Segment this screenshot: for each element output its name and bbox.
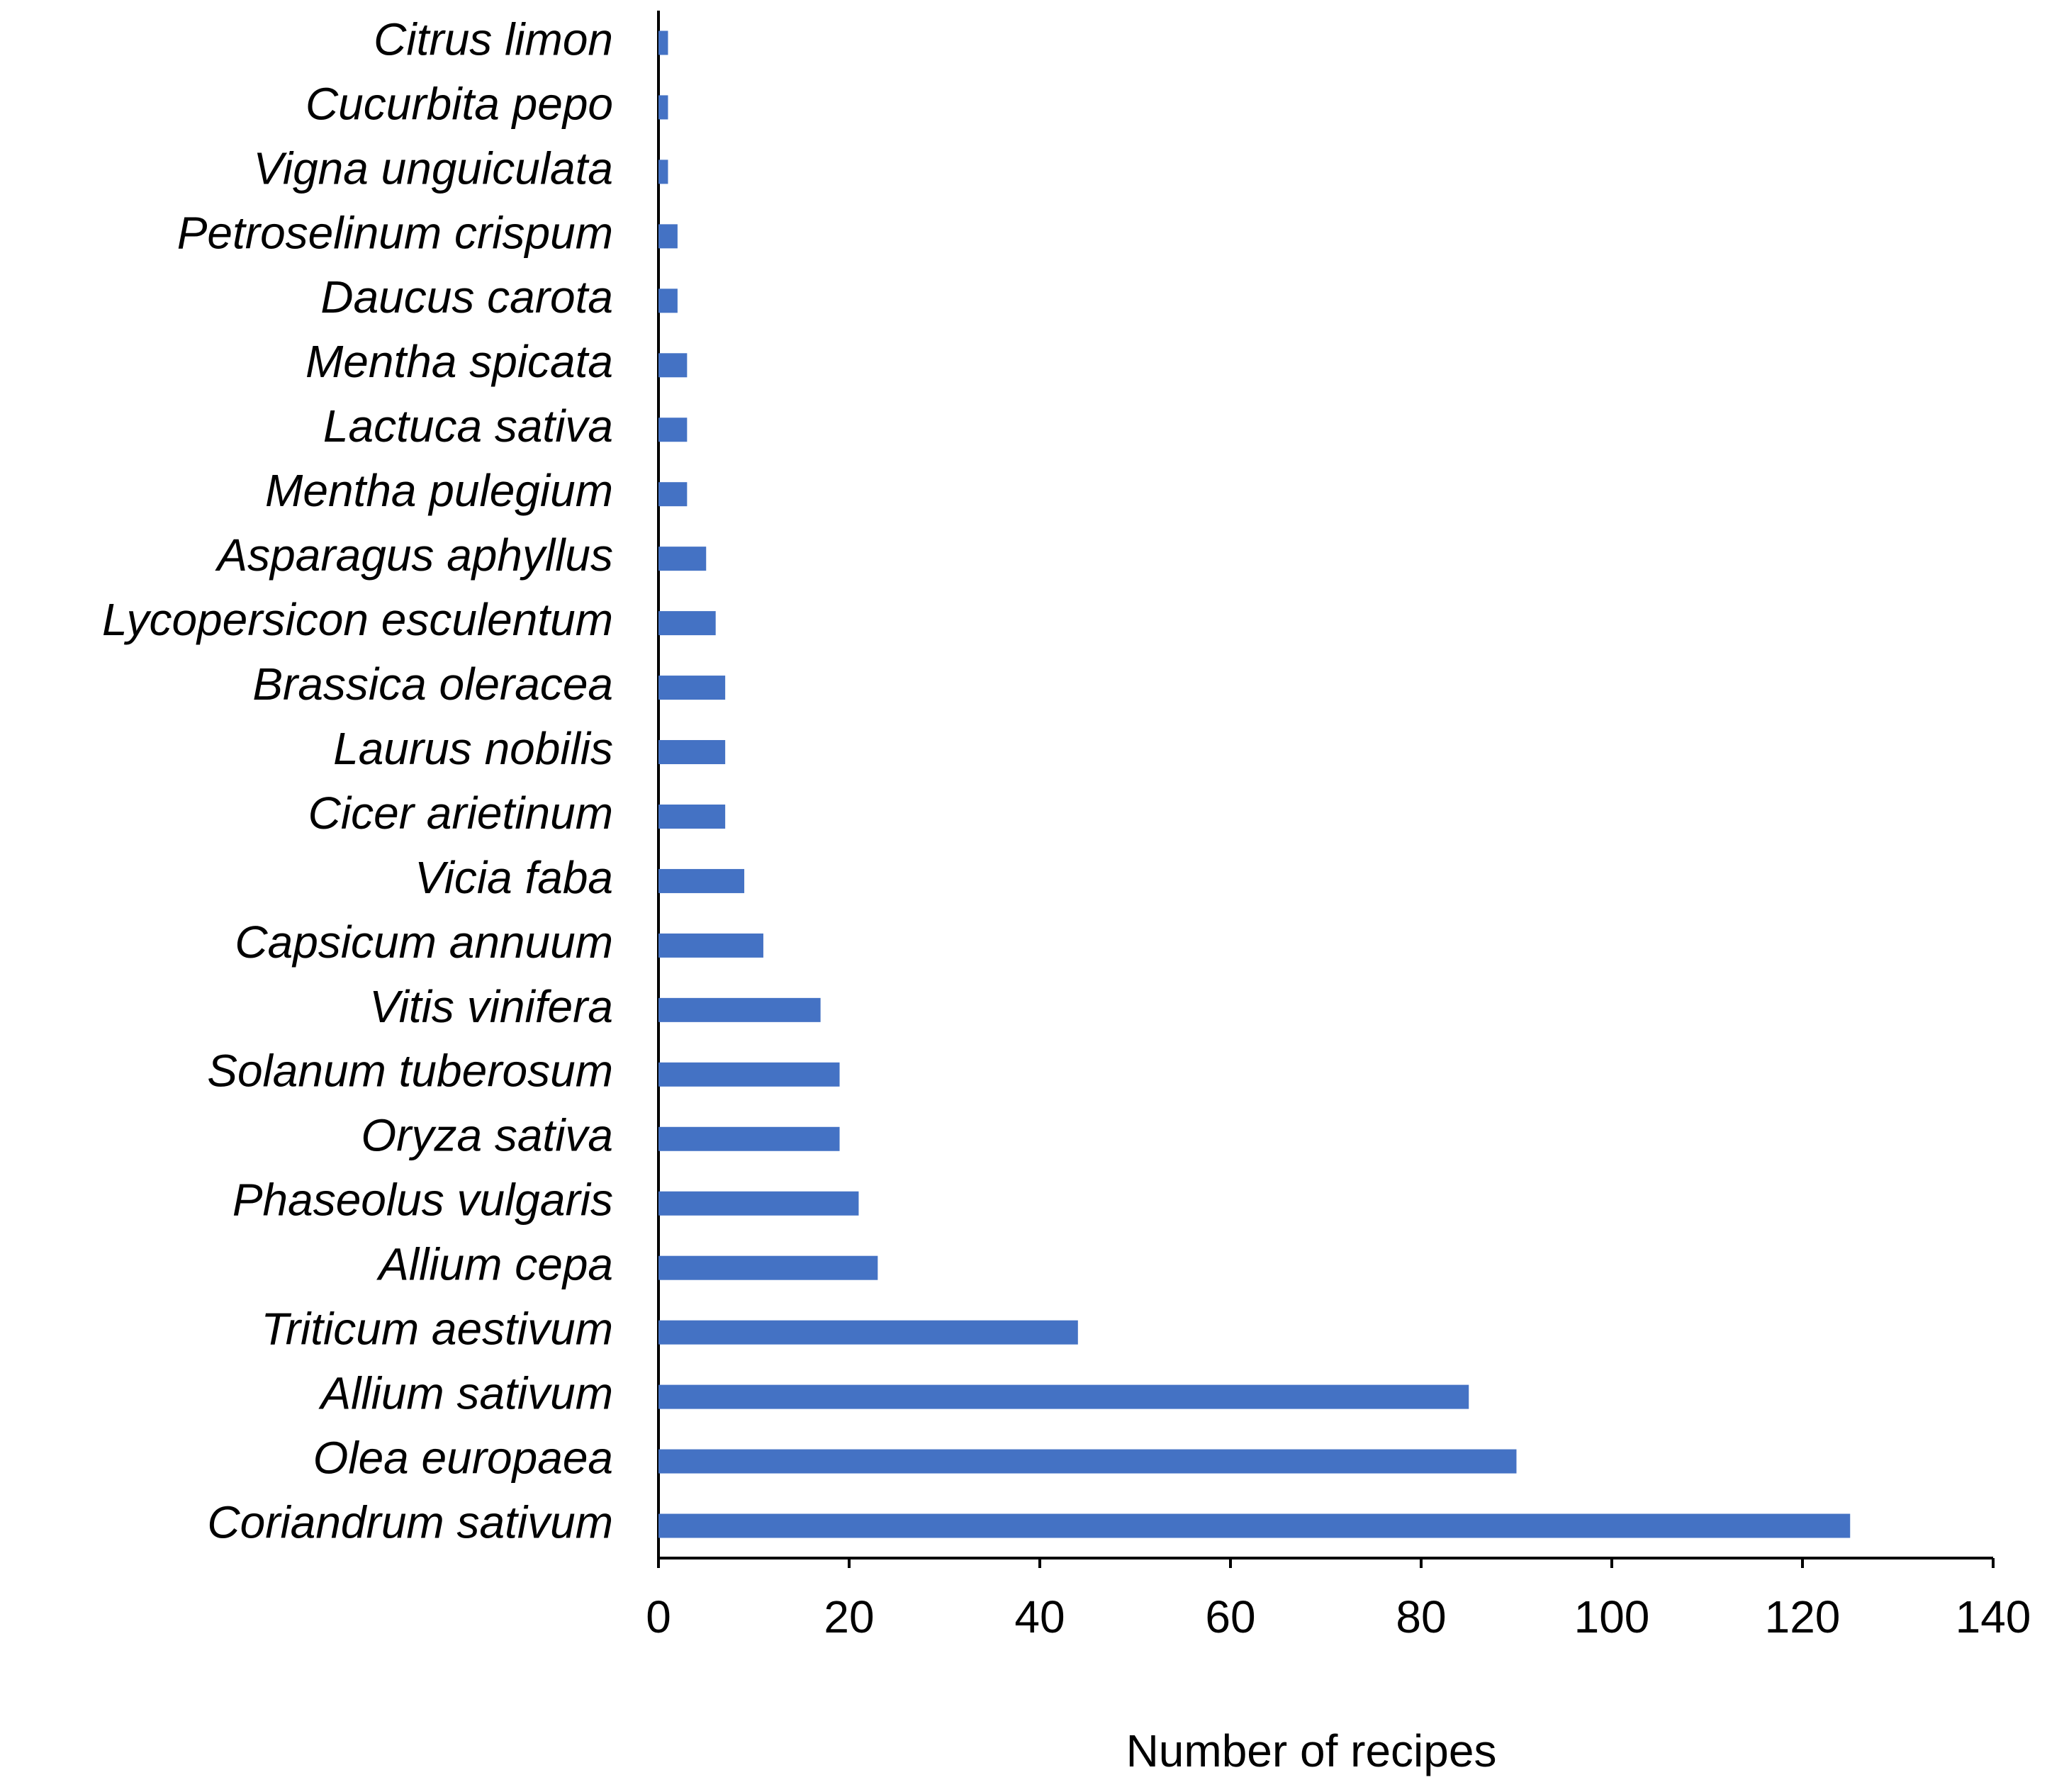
y-tick-label: Laurus nobilis (333, 723, 613, 774)
y-tick-label: Mentha spicata (305, 336, 613, 387)
y-tick-label: Vitis vinifera (369, 981, 613, 1032)
bar (658, 1513, 1851, 1538)
bar (658, 740, 726, 765)
x-tick-label: 0 (646, 1591, 671, 1642)
bar (658, 1449, 1517, 1474)
x-tick-label: 20 (824, 1591, 874, 1642)
bar (658, 482, 688, 507)
bar (658, 1126, 840, 1151)
y-tick-label: Lycopersicon esculentum (102, 594, 613, 645)
bar (658, 418, 688, 442)
bar (658, 933, 763, 958)
y-tick-label: Solanum tuberosum (207, 1046, 613, 1097)
bar (658, 95, 668, 120)
bar (658, 1320, 1078, 1345)
x-tick-label: 100 (1574, 1591, 1650, 1642)
y-tick-label: Allium sativum (318, 1368, 613, 1419)
y-tick-label: Vigna unguiculata (253, 142, 613, 194)
bar (658, 224, 678, 249)
y-tick-label: Phaseolus vulgaris (232, 1175, 613, 1226)
y-tick-label: Allium cepa (376, 1239, 613, 1290)
x-tick-label: 80 (1396, 1591, 1446, 1642)
y-tick-label: Petroselinum crispum (177, 207, 613, 258)
y-tick-label: Mentha pulegium (265, 465, 613, 516)
bar (658, 289, 678, 313)
y-tick-label: Coriandrum sativum (207, 1496, 613, 1547)
y-tick-label: Olea europaea (313, 1432, 613, 1483)
bar (658, 159, 668, 184)
y-tick-label: Vicia faba (415, 852, 613, 903)
bar (658, 30, 668, 55)
bar (658, 611, 716, 636)
x-axis-title: Number of recipes (1126, 1725, 1497, 1776)
x-tick-label: 40 (1014, 1591, 1065, 1642)
bar (658, 1062, 840, 1087)
x-tick-label: 140 (1956, 1591, 2031, 1642)
bar (658, 804, 726, 829)
y-tick-label: Asparagus aphyllus (214, 530, 613, 581)
y-tick-label: Cucurbita pepo (305, 78, 613, 129)
x-tick-label: 60 (1205, 1591, 1255, 1642)
bar (658, 868, 745, 893)
bar (658, 676, 726, 700)
y-tick-label: Cicer arietinum (308, 788, 613, 839)
y-tick-label: Oryza sativa (361, 1110, 613, 1161)
bar (658, 1384, 1469, 1409)
bar (658, 353, 688, 378)
bar (658, 1191, 859, 1216)
y-tick-label: Daucus carota (320, 271, 613, 323)
bar (658, 1255, 878, 1280)
y-tick-label: Triticum aestivum (261, 1304, 613, 1355)
bar (658, 997, 821, 1022)
y-tick-label: Capsicum annuum (235, 917, 613, 968)
y-tick-label: Lactuca sativa (323, 401, 613, 452)
x-tick-label: 120 (1765, 1591, 1841, 1642)
y-tick-label: Citrus limon (374, 13, 613, 65)
bar (658, 547, 707, 571)
y-tick-label: Brassica oleracea (252, 659, 613, 710)
